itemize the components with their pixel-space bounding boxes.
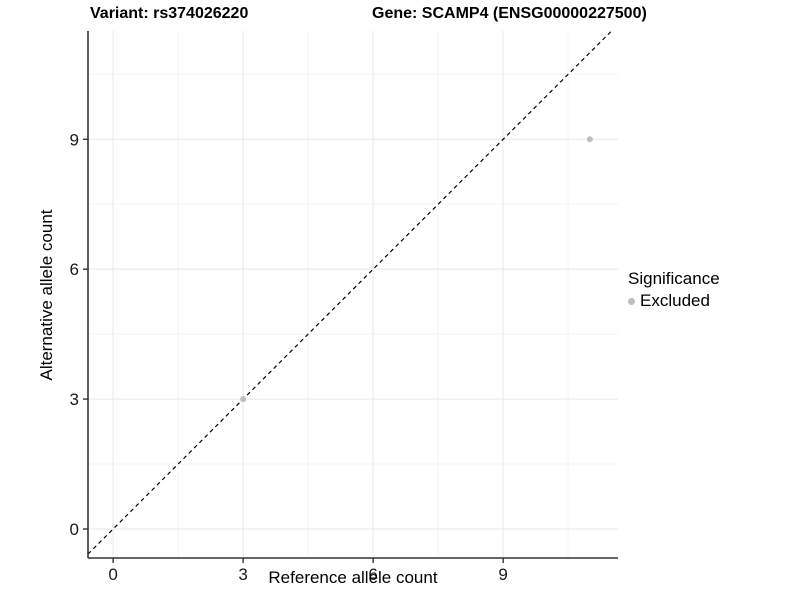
x-axis-title: Reference allele count: [268, 568, 438, 587]
legend-item-label: Excluded: [640, 291, 710, 310]
legend: Significance Excluded: [628, 269, 720, 311]
legend-title: Significance: [628, 269, 720, 288]
data-point: [586, 136, 593, 143]
gene-title: Gene: SCAMP4 (ENSG00000227500): [372, 5, 647, 22]
x-tick-label: 3: [238, 565, 247, 584]
excluded-point-icon: [628, 297, 635, 305]
variant-title: Variant: rs374026220: [90, 5, 249, 22]
x-tick-label: 0: [108, 565, 117, 584]
data-point: [240, 396, 247, 403]
legend-item-excluded: Excluded: [628, 291, 720, 311]
y-tick-label: 3: [70, 390, 79, 409]
identity-line: [88, 31, 613, 555]
y-tick-label: 0: [70, 520, 79, 539]
y-tick-label: 6: [70, 260, 79, 279]
y-tick-label: 9: [70, 130, 79, 149]
x-tick-label: 9: [498, 565, 507, 584]
y-axis-title: Alternative allele count: [37, 209, 56, 381]
x-tick-label: 6: [368, 565, 377, 584]
